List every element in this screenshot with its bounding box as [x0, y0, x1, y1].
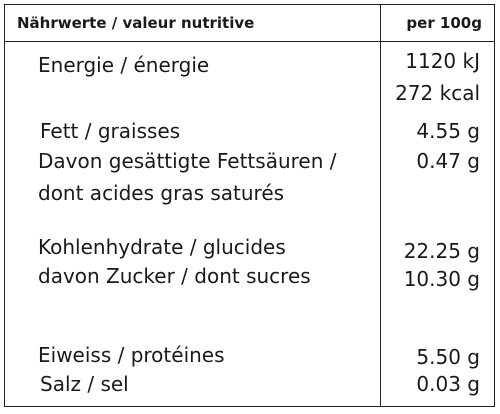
- sugar-value: 10.30 g: [403, 267, 480, 291]
- protein-value: 5.50 g: [416, 345, 480, 369]
- protein-label: Eiweiss / protéines: [38, 343, 225, 367]
- energy-label: Energie / énergie: [38, 53, 210, 77]
- header-label: Nährwerte / valeur nutritive: [17, 14, 255, 32]
- carbohydrate-value: 22.25 g: [403, 239, 480, 263]
- salt-label: Salz / sel: [40, 372, 129, 396]
- energy-kj-value: 1120 kJ: [405, 49, 480, 73]
- header-divider: [5, 41, 494, 42]
- column-divider: [380, 5, 381, 406]
- fat-value: 4.55 g: [416, 119, 480, 143]
- carbohydrate-label: Kohlenhydrate / glucides: [38, 235, 286, 259]
- nutrition-table: Nährwerte / valeur nutritive per 100g En…: [4, 4, 495, 407]
- header-unit: per 100g: [406, 14, 482, 32]
- saturated-fat-value: 0.47 g: [416, 149, 480, 173]
- salt-value: 0.03 g: [416, 372, 480, 396]
- sugar-label: davon Zucker / dont sucres: [38, 264, 311, 288]
- saturated-fat-label-line-2: dont acides gras saturés: [38, 181, 285, 205]
- energy-kcal-value: 272 kcal: [395, 81, 480, 105]
- fat-label: Fett / graisses: [40, 119, 181, 143]
- saturated-fat-label-line-1: Davon gesättigte Fettsäuren /: [38, 149, 337, 173]
